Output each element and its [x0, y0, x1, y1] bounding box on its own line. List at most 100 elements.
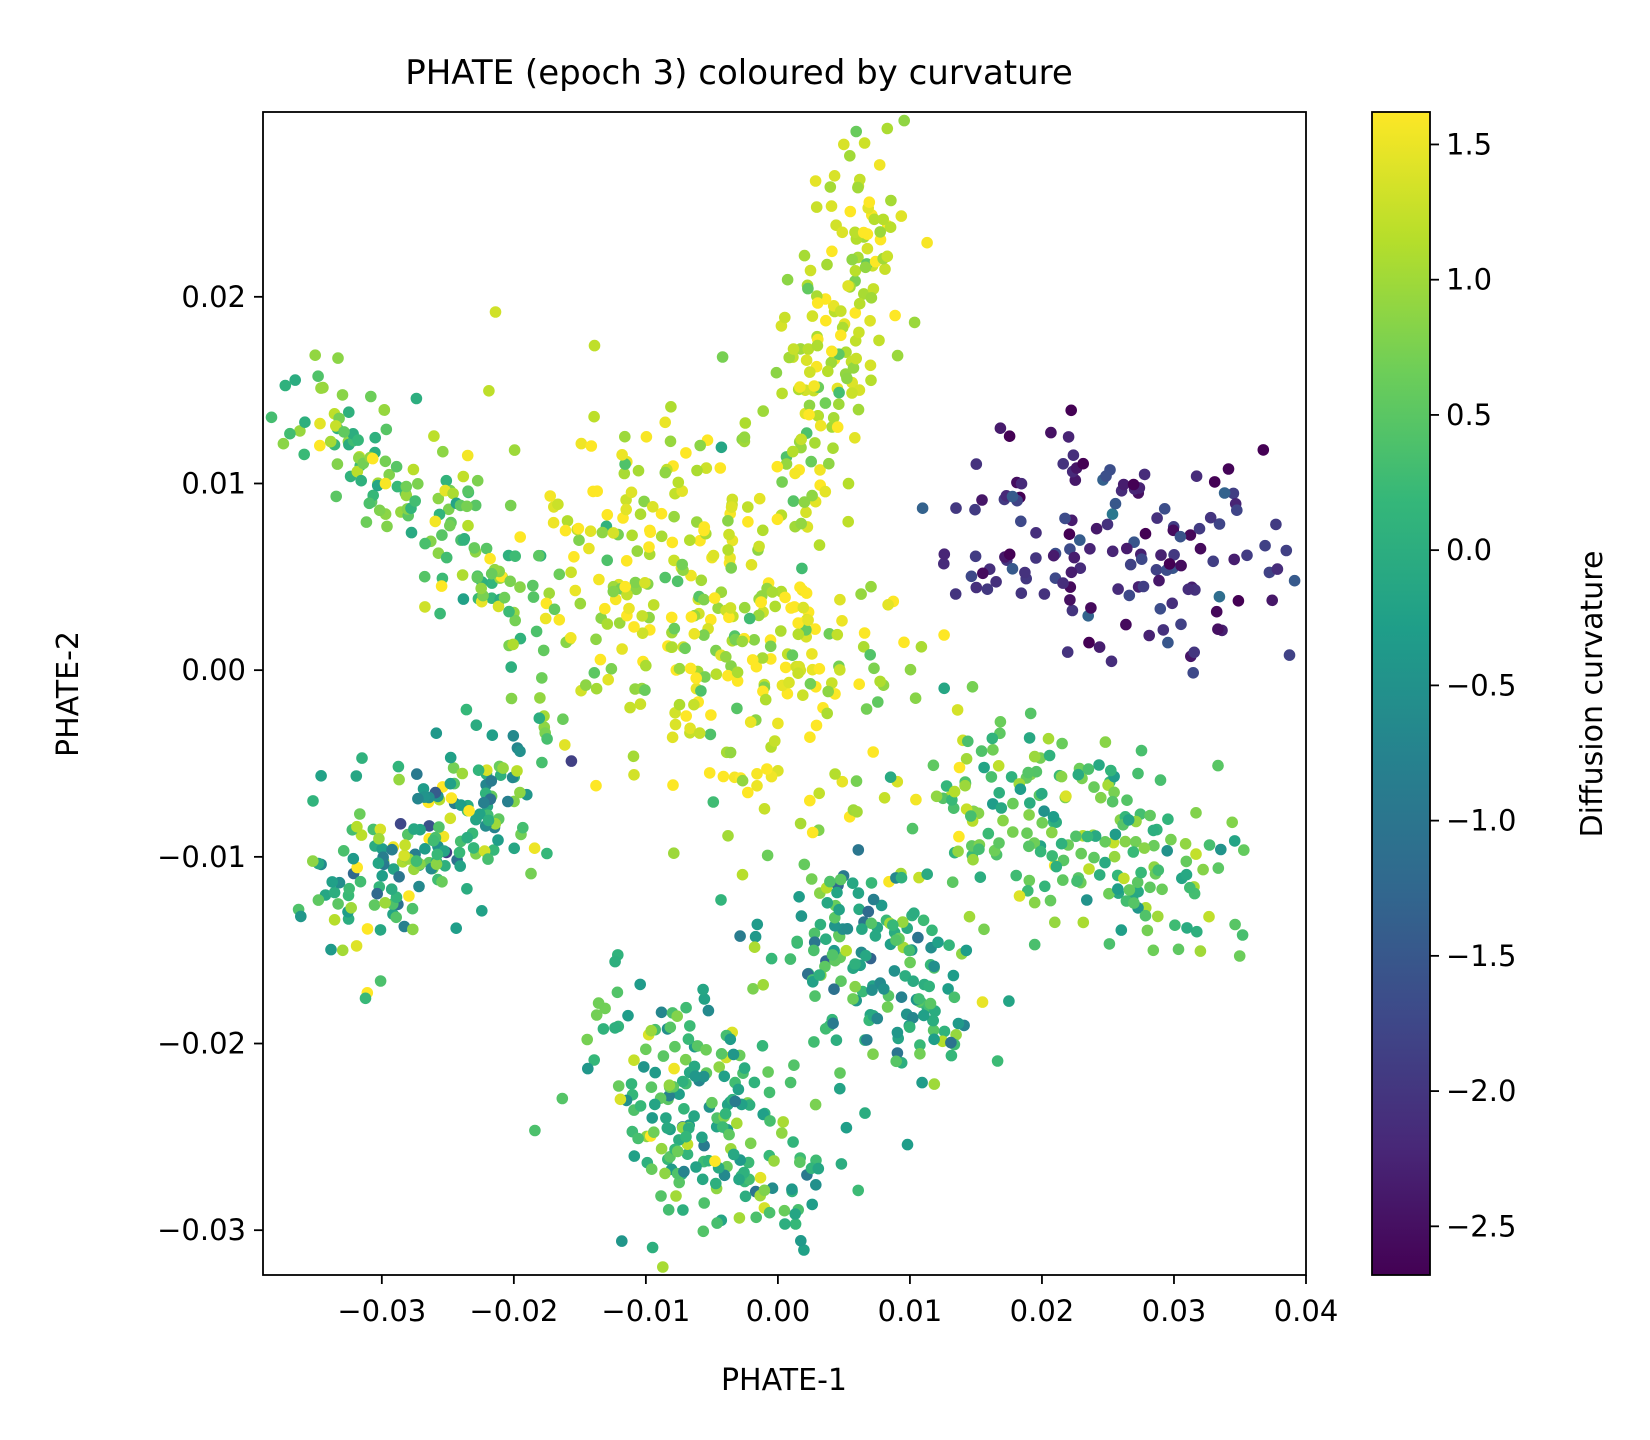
scatter-point — [689, 1070, 702, 1082]
scatter-point — [1024, 797, 1036, 809]
scatter-point — [812, 410, 824, 422]
scatter-point — [680, 710, 692, 722]
scatter-point — [1106, 545, 1119, 558]
scatter-point — [831, 421, 844, 433]
scatter-point — [1099, 736, 1112, 748]
scatter-point — [833, 398, 845, 411]
scatter-point — [1088, 851, 1100, 864]
scatter-point — [665, 401, 677, 413]
scatter-point — [776, 1127, 788, 1139]
scatter-point — [1103, 887, 1115, 900]
scatter-point — [592, 997, 605, 1009]
scatter-point — [666, 536, 679, 549]
scatter-point — [405, 526, 418, 539]
scatter-point — [331, 458, 344, 470]
scatter-point — [410, 392, 423, 405]
chart-title: PHATE (epoch 3) coloured by curvature — [405, 53, 1073, 93]
scatter-point — [1180, 868, 1193, 881]
scatter-point — [461, 449, 474, 462]
scatter-point — [867, 746, 879, 758]
scatter-point — [1071, 875, 1083, 887]
scatter-point — [1005, 771, 1018, 783]
scatter-point — [965, 570, 978, 583]
scatter-point — [556, 1092, 569, 1105]
scatter-point — [698, 593, 710, 606]
scatter-point — [776, 476, 788, 488]
scatter-point — [991, 1055, 1004, 1067]
scatter-point — [1169, 919, 1181, 931]
scatter-point — [434, 607, 446, 620]
scatter-point — [746, 654, 759, 666]
y-tick-label: 0.01 — [181, 466, 246, 500]
scatter-point — [836, 775, 849, 788]
scatter-point — [1162, 813, 1174, 825]
scatter-point — [444, 519, 456, 532]
scatter-point — [690, 672, 702, 684]
scatter-point — [537, 644, 550, 657]
scatter-point — [626, 529, 638, 542]
scatter-point — [763, 1086, 776, 1099]
scatter-point — [861, 1034, 873, 1046]
scatter-point — [1108, 786, 1120, 799]
scatter-point — [786, 649, 799, 661]
scatter-point — [823, 457, 835, 470]
scatter-point — [798, 1244, 810, 1256]
scatter-point — [895, 991, 908, 1003]
x-tick-label: −0.02 — [469, 1294, 558, 1328]
scatter-point — [507, 638, 519, 651]
scatter-point — [1075, 847, 1087, 860]
scatter-point — [739, 1190, 752, 1203]
scatter-point — [1045, 426, 1057, 439]
scatter-point — [1007, 826, 1019, 838]
scatter-point — [780, 458, 793, 470]
scatter-point — [812, 1162, 825, 1175]
scatter-point — [1227, 487, 1240, 500]
scatter-point — [299, 416, 311, 429]
scatter-point — [917, 914, 930, 927]
scatter-point — [809, 437, 821, 449]
scatter-point — [826, 245, 838, 258]
scatter-point — [890, 934, 902, 946]
scatter-point — [1055, 837, 1068, 850]
scatter-point — [808, 1036, 820, 1048]
scatter-point — [565, 632, 577, 644]
scatter-point — [343, 882, 356, 895]
scatter-point — [646, 1112, 658, 1124]
scatter-point — [768, 1155, 780, 1167]
scatter-point — [748, 941, 761, 953]
scatter-point — [885, 194, 897, 207]
scatter-point — [787, 495, 800, 507]
scatter-point — [810, 719, 823, 732]
scatter-point — [492, 834, 504, 846]
scatter-point — [354, 808, 366, 820]
scatter-point — [819, 485, 832, 498]
scatter-point — [1212, 759, 1224, 772]
scatter-point — [347, 852, 360, 865]
scatter-point — [676, 485, 688, 497]
scatter-point — [336, 944, 349, 957]
scatter-point — [671, 575, 684, 588]
scatter-point — [810, 201, 823, 213]
scatter-point — [1023, 809, 1035, 821]
colorbar-tick-label: 0.0 — [1446, 533, 1492, 567]
scatter-point — [994, 716, 1007, 728]
scatter-point — [1144, 881, 1156, 894]
scatter-point — [1238, 844, 1250, 856]
scatter-point — [455, 799, 467, 811]
scatter-point — [324, 435, 337, 448]
scatter-point — [1151, 512, 1163, 524]
scatter-point — [432, 492, 445, 505]
scatter-point — [820, 933, 832, 945]
scatter-point — [1139, 909, 1152, 922]
scatter-point — [625, 1078, 638, 1090]
scatter-point — [645, 1163, 658, 1175]
scatter-point — [1187, 667, 1199, 679]
scatter-point — [463, 805, 475, 817]
scatter-point — [850, 775, 863, 787]
scatter-point — [1003, 430, 1016, 443]
scatter-point — [764, 640, 777, 653]
scatter-point — [963, 910, 976, 923]
scatter-point — [890, 1055, 902, 1068]
scatter-point — [289, 374, 302, 386]
scatter-point — [744, 716, 757, 728]
